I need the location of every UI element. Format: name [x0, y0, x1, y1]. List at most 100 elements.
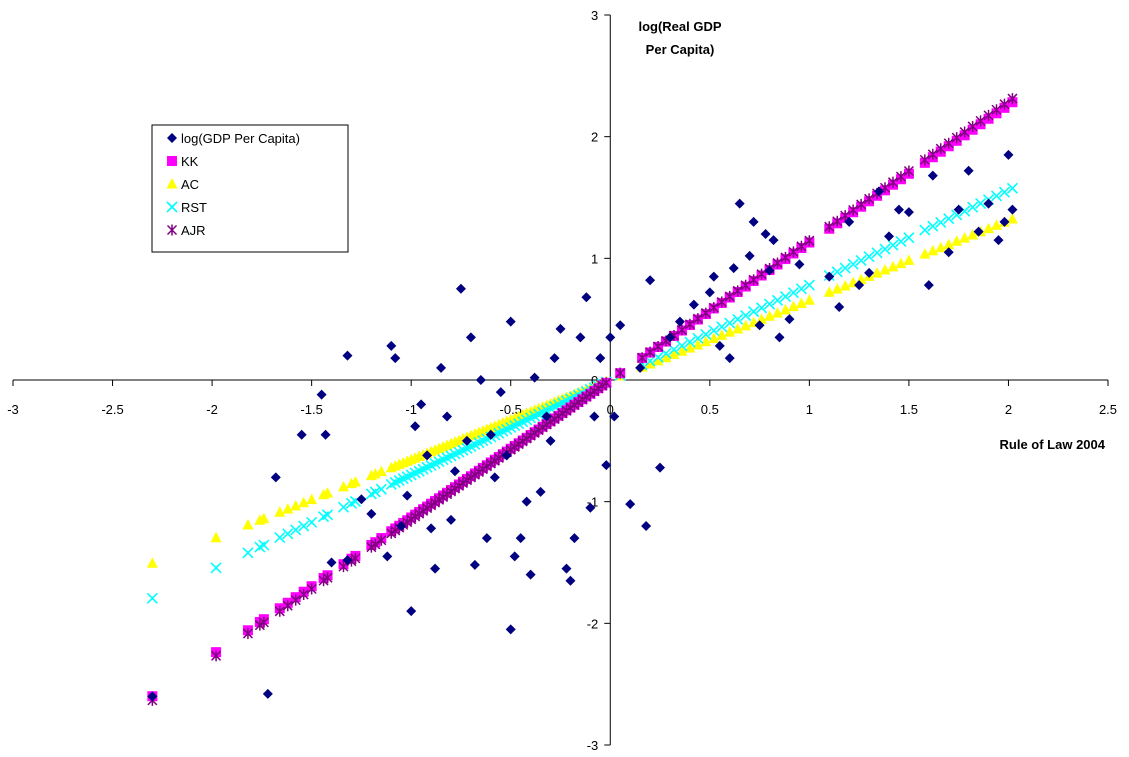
x-tick-label: -1 [405, 402, 417, 417]
legend-label: KK [181, 154, 199, 169]
data-point-ajr [724, 290, 735, 302]
legend-item-log-gdp-per-capita: log(GDP Per Capita) [167, 131, 300, 146]
data-point-log-gdp-per-capita [529, 372, 540, 383]
data-point-ajr [895, 171, 906, 183]
data-point-ac [927, 244, 939, 256]
data-point-log-gdp-per-capita [475, 375, 486, 385]
data-point-ac [349, 475, 361, 487]
data-point-log-gdp-per-capita [549, 353, 560, 364]
legend-label: log(GDP Per Capita) [181, 131, 300, 146]
legend-item-kk: KK [167, 154, 199, 169]
data-point-ac [290, 499, 302, 511]
data-point-ajr [676, 324, 687, 336]
data-point-ac [887, 260, 899, 272]
data-point-log-gdp-per-capita [449, 466, 460, 477]
y-tick-labels: -3 -2 -1 0 1 2 3 [587, 8, 599, 753]
data-point-ac [322, 487, 334, 498]
data-point-log-gdp-per-capita [585, 502, 596, 513]
x-tick-label: 2.5 [1099, 402, 1117, 417]
y-tick-label: 2 [591, 130, 598, 145]
data-point-ac [967, 228, 979, 240]
data-point-rst [258, 539, 270, 551]
data-point-log-gdp-per-capita [525, 569, 536, 580]
data-point-log-gdp-per-capita [326, 557, 337, 568]
data-point-ajr [740, 279, 751, 291]
x-tick-label: -2.5 [101, 402, 123, 417]
data-point-log-gdp-per-capita [854, 280, 865, 291]
data-point-log-gdp-per-capita [923, 280, 934, 291]
data-point-ac [895, 257, 907, 269]
data-point-ajr [824, 221, 835, 233]
data-point-log-gdp-per-capita [495, 387, 506, 398]
data-point-ajr [935, 143, 946, 155]
data-point-ajr [951, 132, 962, 144]
data-point-log-gdp-per-capita [569, 533, 580, 544]
data-point-rst [847, 258, 859, 270]
data-point-log-gdp-per-capita [541, 411, 552, 422]
y-axis-title-line-2: Per Capita) [646, 42, 715, 57]
data-point-log-gdp-per-capita [505, 624, 516, 635]
data-point-log-gdp-per-capita [535, 486, 546, 497]
data-point-ac [787, 300, 799, 312]
x-tick-label: 1 [806, 402, 813, 417]
data-point-ac [644, 358, 656, 369]
data-point-log-gdp-per-capita [708, 271, 719, 282]
x-tick-label: -1.5 [300, 402, 322, 417]
data-point-log-gdp-per-capita [768, 235, 779, 246]
data-point-rst [692, 332, 704, 344]
legend-item-ajr: AJR [166, 223, 206, 238]
data-point-ajr [716, 296, 727, 308]
data-point-rst [887, 239, 899, 251]
data-point-log-gdp-per-capita [953, 204, 964, 215]
data-point-ajr [967, 120, 978, 132]
data-point-ajr [615, 367, 626, 379]
data-point-log-gdp-per-capita [461, 435, 472, 446]
data-point-rst [831, 266, 843, 278]
data-point-ac [724, 326, 736, 337]
data-point-rst [779, 290, 792, 303]
data-point-ac [823, 286, 835, 297]
data-point-ac [871, 267, 883, 278]
data-point-log-gdp-per-capita [390, 353, 401, 364]
data-point-log-gdp-per-capita [983, 198, 994, 209]
data-point-ajr [856, 198, 867, 210]
data-point-ajr [1007, 93, 1018, 105]
data-point-rst [863, 251, 875, 263]
data-point-rst [787, 287, 800, 299]
data-point-ajr [832, 215, 843, 227]
data-point-ac [740, 319, 752, 331]
x-axis-title: Rule of Law 2004 [1000, 437, 1106, 452]
data-point-rst [943, 213, 955, 225]
data-point-rst [369, 486, 381, 498]
legend-label: RST [181, 200, 207, 215]
data-point-log-gdp-per-capita [382, 551, 393, 562]
data-point-ajr [796, 240, 807, 252]
data-point-ac [795, 297, 807, 308]
data-point-ac [660, 351, 672, 363]
data-point-ajr [732, 285, 743, 297]
data-point-ajr [684, 318, 695, 330]
data-point-ac [1006, 213, 1018, 224]
data-point-ajr [975, 115, 986, 127]
data-point-ac [692, 338, 704, 350]
data-point-rst [895, 235, 907, 247]
data-point-ajr [211, 650, 222, 662]
data-point-log-gdp-per-capita [446, 514, 456, 525]
data-point-ajr [887, 176, 899, 188]
data-point-log-gdp-per-capita [714, 340, 725, 351]
y-tick-label: -1 [587, 495, 599, 510]
data-point-ac [274, 506, 286, 517]
data-point-log-gdp-per-capita [609, 411, 620, 422]
data-point-ac [668, 348, 680, 359]
data-point-ac [919, 248, 931, 259]
data-point-ac [943, 238, 955, 250]
data-point-ajr [692, 313, 703, 325]
data-point-log-gdp-per-capita [1007, 204, 1018, 215]
data-point-ac [935, 241, 947, 253]
data-point-ajr [903, 165, 914, 177]
data-point-ac [306, 493, 318, 505]
x-tick-label: -3 [7, 402, 19, 417]
data-point-log-gdp-per-capita [744, 250, 755, 261]
data-point-log-gdp-per-capita [316, 389, 327, 400]
data-point-log-gdp-per-capita [601, 460, 612, 471]
